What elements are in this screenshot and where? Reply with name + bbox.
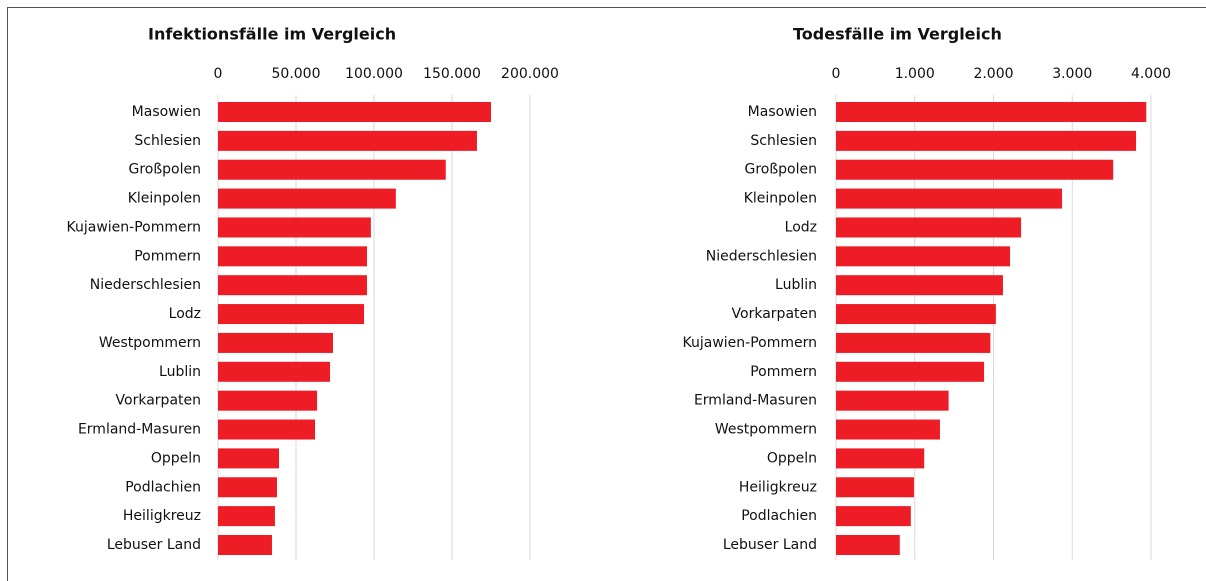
category-label: Lebuser Land (723, 537, 817, 553)
category-label: Kujawien-Pommern (683, 335, 817, 351)
x-tick-label: 2.000 (973, 66, 1013, 82)
category-label: Ermland-Masuren (694, 393, 817, 409)
category-label: Lebuser Land (107, 537, 201, 553)
category-label: Podlachien (741, 508, 817, 524)
x-tick-label: 100.000 (345, 66, 403, 82)
category-label: Niederschlesien (706, 248, 817, 264)
x-tick-label: 200.000 (501, 66, 559, 82)
bar (836, 477, 914, 498)
x-tick-label: 0 (214, 66, 223, 82)
bar (836, 332, 991, 353)
bar (836, 535, 900, 555)
bar (218, 304, 365, 325)
category-label: Kleinpolen (128, 191, 201, 207)
bar (218, 419, 316, 440)
bar (218, 275, 367, 296)
bar (836, 130, 1137, 151)
chart-title: Todesfälle im Vergleich (793, 25, 1002, 44)
bar (218, 535, 272, 555)
bar (218, 102, 491, 122)
category-label: Oppeln (151, 450, 201, 466)
category-label: Masowien (748, 104, 817, 120)
category-label: Heiligkreuz (739, 479, 817, 495)
bar (218, 246, 367, 267)
bar (836, 419, 940, 440)
category-label: Heiligkreuz (123, 508, 201, 524)
category-label: Großpolen (128, 162, 201, 178)
category-label: Lublin (159, 364, 201, 380)
x-tick-label: 3.000 (1052, 66, 1092, 82)
chart-title: Infektionsfälle im Vergleich (148, 25, 396, 44)
bar (836, 361, 985, 382)
bar (218, 361, 331, 382)
category-label: Podlachien (125, 479, 201, 495)
category-label: Pommern (134, 248, 201, 264)
bar (836, 159, 1114, 180)
category-label: Großpolen (744, 162, 817, 178)
category-label: Vorkarpaten (116, 393, 201, 409)
frame (7, 7, 1206, 581)
bar (836, 217, 1022, 238)
bar (218, 390, 318, 411)
category-label: Masowien (132, 104, 201, 120)
category-label: Vorkarpaten (732, 306, 817, 322)
bar (836, 448, 925, 469)
bar (218, 506, 275, 527)
x-tick-label: 1.000 (895, 66, 935, 82)
bar (218, 130, 477, 151)
category-label: Kujawien-Pommern (67, 219, 201, 235)
bar (218, 448, 279, 469)
category-label: Westpommern (99, 335, 201, 351)
category-label: Schlesien (750, 133, 817, 149)
bar (836, 506, 911, 527)
x-tick-label: 0 (832, 66, 841, 82)
category-label: Kleinpolen (744, 191, 817, 207)
category-label: Oppeln (767, 450, 817, 466)
x-tick-label: 4.000 (1131, 66, 1171, 82)
bar (836, 188, 1063, 209)
x-tick-label: 50.000 (272, 66, 321, 82)
bar (836, 246, 1011, 267)
category-label: Ermland-Masuren (78, 422, 201, 438)
bar (836, 102, 1147, 122)
bar (218, 159, 446, 180)
category-label: Pommern (750, 364, 817, 380)
x-tick-label: 150.000 (423, 66, 481, 82)
bar (218, 477, 277, 498)
category-label: Lodz (169, 306, 201, 322)
category-label: Lodz (785, 219, 817, 235)
bar (218, 332, 333, 353)
bar (218, 217, 371, 238)
bar (218, 188, 396, 209)
bar (836, 275, 1003, 296)
bar (836, 304, 996, 325)
category-label: Schlesien (134, 133, 201, 149)
category-label: Niederschlesien (90, 277, 201, 293)
bar (836, 390, 949, 411)
category-label: Lublin (775, 277, 817, 293)
category-label: Westpommern (715, 422, 817, 438)
